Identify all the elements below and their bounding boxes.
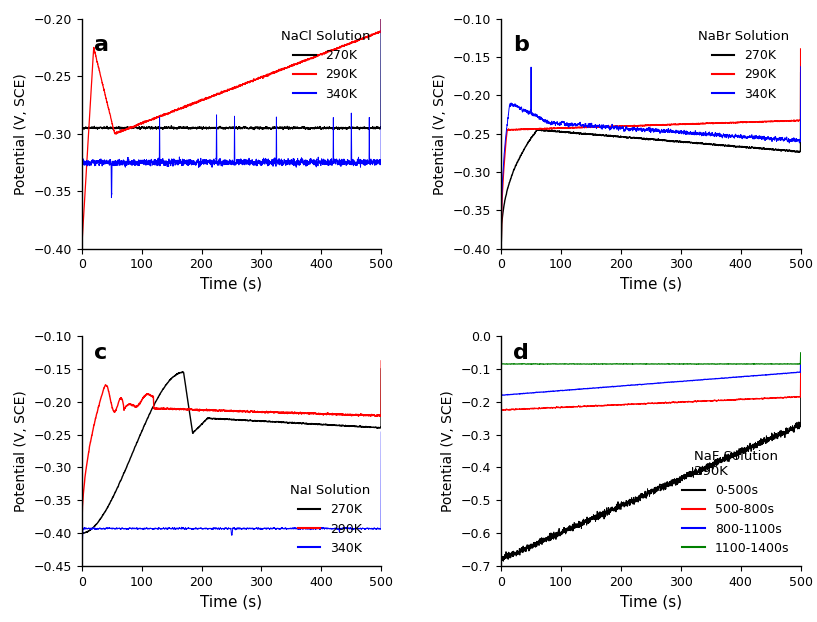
Y-axis label: Potential (V, SCE): Potential (V, SCE) bbox=[14, 390, 28, 512]
Y-axis label: Potential (V, SCE): Potential (V, SCE) bbox=[434, 73, 448, 195]
X-axis label: Time (s): Time (s) bbox=[620, 594, 682, 610]
Legend: 270K, 290K, 340K: 270K, 290K, 340K bbox=[275, 25, 375, 106]
Text: a: a bbox=[94, 35, 109, 55]
Legend: 270K, 290K, 340K: 270K, 290K, 340K bbox=[285, 479, 375, 560]
Legend: 0-500s, 500-800s, 800-1100s, 1100-1400s: 0-500s, 500-800s, 800-1100s, 1100-1400s bbox=[677, 445, 794, 560]
Y-axis label: Potential (V, SCE): Potential (V, SCE) bbox=[441, 390, 455, 512]
X-axis label: Time (s): Time (s) bbox=[200, 277, 262, 292]
X-axis label: Time (s): Time (s) bbox=[620, 277, 682, 292]
X-axis label: Time (s): Time (s) bbox=[200, 594, 262, 610]
Text: c: c bbox=[94, 343, 107, 363]
Y-axis label: Potential (V, SCE): Potential (V, SCE) bbox=[14, 73, 28, 195]
Legend: 270K, 290K, 340K: 270K, 290K, 340K bbox=[694, 25, 794, 106]
Text: b: b bbox=[513, 35, 529, 55]
Text: d: d bbox=[513, 343, 529, 363]
